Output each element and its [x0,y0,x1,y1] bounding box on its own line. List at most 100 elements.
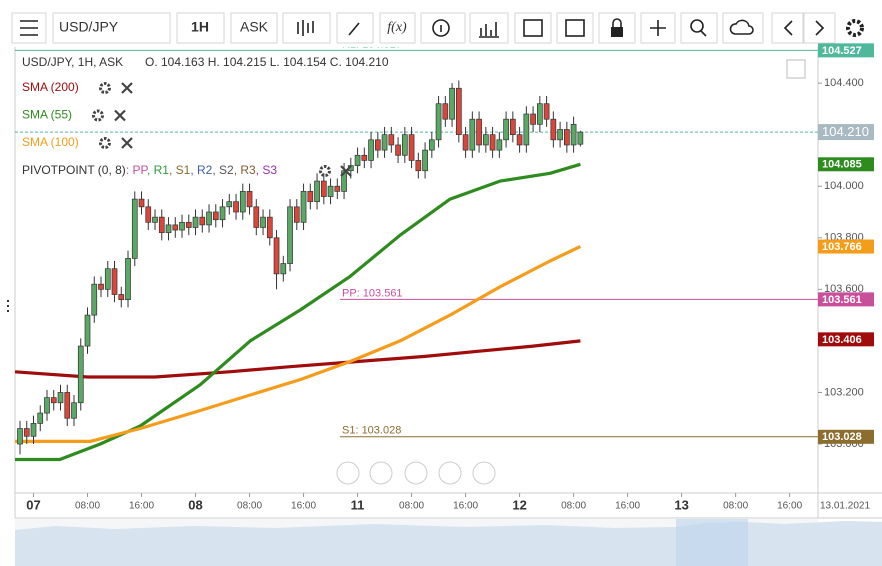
indicator-settings[interactable] [319,165,331,177]
candle-body [64,392,71,419]
candle-body [482,134,489,146]
settings-icon[interactable] [846,19,864,37]
x-tick-label: 08:00 [399,501,424,512]
indicator-button[interactable] [379,12,416,44]
interval-button[interactable] [176,12,225,44]
axes: 104.400104.000103.800103.600103.200103.0… [26,43,874,512]
candle-body [57,392,64,404]
candle-body [293,206,300,223]
candle-body [131,198,138,259]
zoom-out-button[interactable] [369,461,393,485]
studies-button[interactable] [469,12,509,44]
candle-body [30,423,37,437]
scroll-right-button[interactable] [472,461,496,485]
pivot-name: PIVOTPOINT (0, 8) [22,163,126,177]
price-label-box [818,124,874,141]
candle-body [314,180,320,203]
pivot-item: : PP [126,163,149,177]
x-tick-label: 08:00 [723,501,748,512]
candle-body [206,211,212,226]
candle-body [17,428,23,445]
side-button[interactable] [230,12,278,44]
indicator-remove[interactable] [114,109,126,122]
next-button[interactable] [803,12,836,44]
sma-line [15,339,581,379]
candle-body [226,201,233,208]
candle-body [280,263,287,275]
zoom-button[interactable] [680,12,718,44]
chart-type-button[interactable] [282,12,331,44]
zoom-handle [700,30,707,37]
candle-body [570,123,577,146]
candle-body [550,118,557,141]
candle-body [84,314,91,347]
candle-body [287,206,293,264]
candle-body [199,216,206,226]
calendar-button[interactable] [514,12,552,44]
candle-body [111,268,118,295]
indicator-remove[interactable] [340,165,352,177]
indicator-remove[interactable] [121,82,133,94]
price-label: 103.028 [822,431,862,443]
candle-body [530,113,536,125]
price-label: 104.527 [822,45,862,57]
legend-symbol: USD/JPY, 1H, ASK [22,55,123,69]
x-tick-label: 16:00 [777,501,802,512]
candle-body [469,118,476,151]
indicator-settings[interactable] [99,82,111,94]
sma-line [15,162,581,462]
pencil-icon [348,22,360,36]
x-tick-label: 16:00 [453,501,478,512]
toolbar: USD/JPY 1H ASK f(x) [11,12,864,44]
price-label-box [818,43,874,58]
prev-button[interactable] [771,12,804,44]
candle-body [44,397,50,414]
crosshair-icon [650,20,666,36]
candle-body [428,139,435,151]
calendar-icon [523,19,543,37]
candle-body [503,118,509,141]
candle-body [125,258,131,300]
candle-body [50,397,57,404]
candle-body [449,87,455,120]
candle-body [368,139,374,161]
legend: USD/JPY, 1H, ASK O. 104.163 H. 104.215 L… [22,55,806,177]
price-label: 104.210 [822,124,869,139]
candle-body [327,185,334,197]
candle-body [219,206,226,221]
navigator-window[interactable] [676,519,748,566]
price-label: 103.406 [822,334,862,346]
indicator-name: SMA (100) [22,135,79,149]
indicator-remove[interactable] [121,137,133,149]
report-icon [565,19,585,37]
zoom-in-button[interactable] [438,461,462,485]
popout-button[interactable] [786,59,806,79]
indicator-settings[interactable] [99,137,111,149]
candle-body [152,216,158,223]
level-label: PP: 103.561 [342,287,403,299]
x-tick-label: 08:00 [237,501,262,512]
pivot-item: , S3 [256,163,278,177]
symbol-input[interactable] [52,12,171,44]
candle-body [246,191,253,208]
cloud-button[interactable] [722,12,764,44]
x-tick-label: 07 [26,497,40,512]
x-tick-label: 16:00 [129,501,154,512]
candle-icon [297,20,314,36]
price-label: 103.766 [822,241,862,253]
report-button[interactable] [556,12,594,44]
reset-button[interactable] [404,461,428,485]
fx-text: f(x) [387,20,407,35]
candle-body [564,129,570,146]
candle-body [37,412,44,424]
candle-body [408,134,415,161]
candle-body [179,221,185,231]
candle-body [557,129,563,141]
price-label: 104.085 [822,159,862,171]
indicator-settings[interactable] [92,109,104,122]
scroll-left-button[interactable] [336,461,360,485]
zoom-icon [690,19,704,33]
info-button[interactable] [420,12,466,44]
pivot-item: , S1 [169,163,191,177]
